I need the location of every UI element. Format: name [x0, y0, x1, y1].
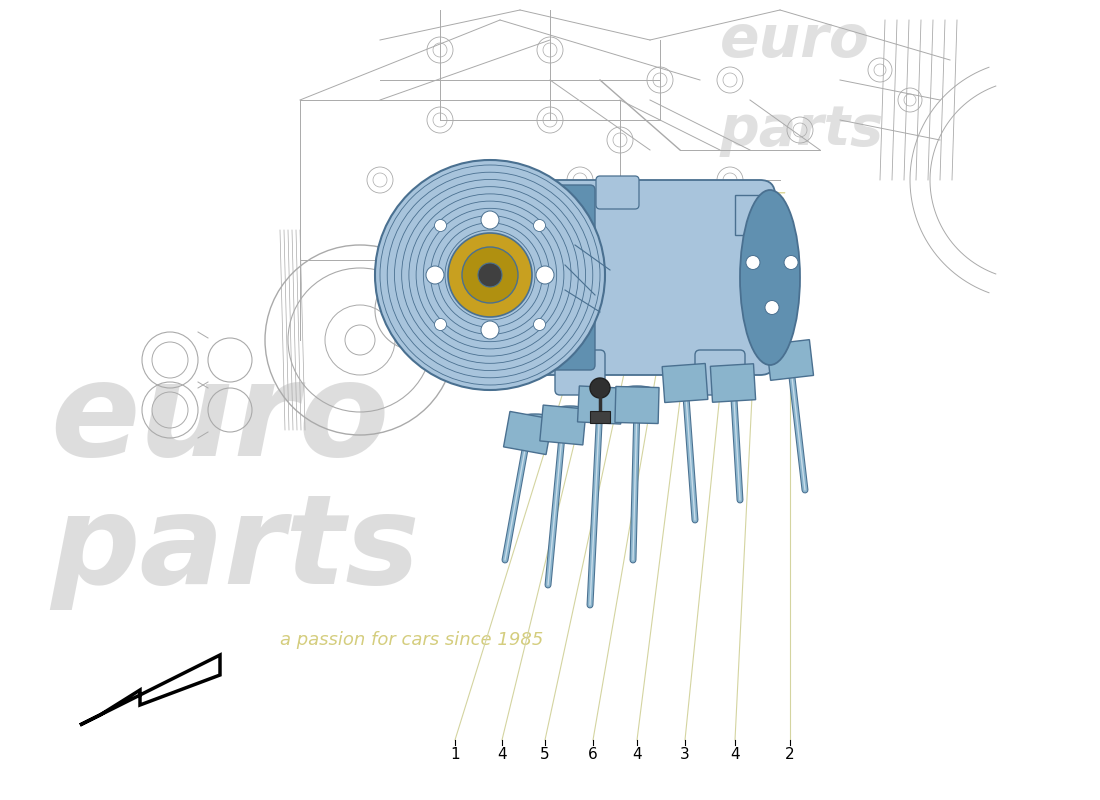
Text: 5: 5 [540, 747, 550, 762]
Text: 4: 4 [632, 747, 641, 762]
Text: a passion for cars since 1985: a passion for cars since 1985 [280, 631, 543, 649]
Polygon shape [80, 655, 220, 725]
Polygon shape [767, 340, 814, 380]
Circle shape [426, 266, 444, 284]
Circle shape [784, 255, 799, 270]
Circle shape [764, 301, 779, 314]
Ellipse shape [740, 190, 800, 365]
Ellipse shape [515, 414, 556, 426]
Text: 6: 6 [588, 747, 598, 762]
FancyBboxPatch shape [695, 350, 745, 395]
Bar [735, 195, 776, 235]
Circle shape [590, 378, 610, 398]
Ellipse shape [550, 406, 590, 418]
Text: parts: parts [50, 490, 419, 610]
Circle shape [746, 255, 760, 270]
Circle shape [375, 160, 605, 390]
Text: since 1985: since 1985 [680, 190, 786, 210]
Circle shape [481, 321, 499, 339]
Ellipse shape [676, 367, 693, 373]
Circle shape [434, 318, 447, 330]
Polygon shape [662, 363, 708, 402]
Polygon shape [504, 411, 552, 454]
Text: euro: euro [50, 357, 389, 483]
Ellipse shape [527, 418, 543, 422]
Text: 2: 2 [785, 747, 795, 762]
Circle shape [481, 211, 499, 229]
Text: 4: 4 [497, 747, 507, 762]
FancyBboxPatch shape [596, 176, 639, 209]
Polygon shape [578, 386, 623, 424]
Text: 4: 4 [730, 747, 740, 762]
Polygon shape [615, 386, 659, 423]
Ellipse shape [666, 364, 705, 376]
Circle shape [536, 266, 554, 284]
Text: euro: euro [720, 11, 870, 69]
Circle shape [534, 219, 546, 231]
FancyBboxPatch shape [556, 350, 605, 395]
FancyBboxPatch shape [530, 185, 595, 370]
Ellipse shape [562, 410, 578, 414]
Circle shape [434, 219, 447, 231]
Circle shape [462, 247, 518, 303]
Ellipse shape [713, 364, 754, 376]
Text: parts: parts [720, 103, 884, 157]
Polygon shape [711, 364, 756, 402]
Text: 1: 1 [450, 747, 460, 762]
Ellipse shape [617, 386, 657, 398]
Circle shape [534, 318, 546, 330]
Circle shape [478, 263, 502, 287]
Ellipse shape [725, 367, 741, 373]
FancyBboxPatch shape [525, 180, 775, 375]
Polygon shape [540, 405, 586, 445]
Ellipse shape [629, 390, 645, 394]
Circle shape [448, 233, 532, 317]
Bar [590, 411, 610, 423]
Text: 3: 3 [680, 747, 690, 762]
